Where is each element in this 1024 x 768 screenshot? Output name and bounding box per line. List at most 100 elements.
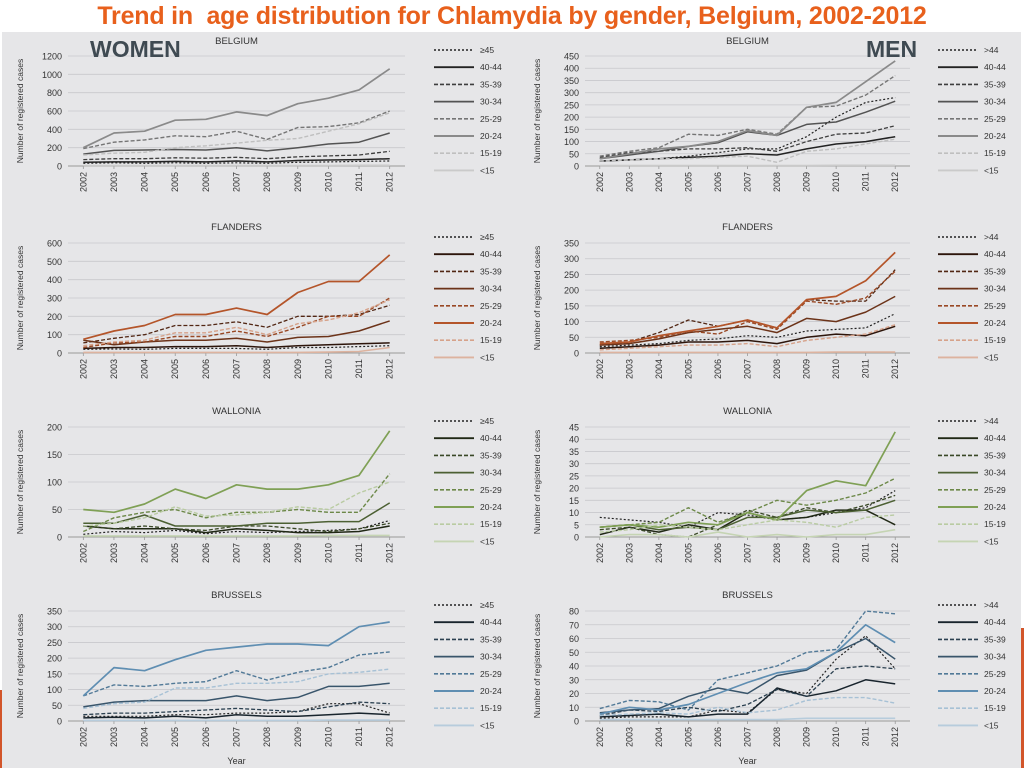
legend-label: 25-29 <box>480 485 502 495</box>
x-tick-label: 2004 <box>654 359 664 379</box>
y-tick-label: 250 <box>47 638 62 648</box>
legend-label: 20-24 <box>480 686 502 696</box>
y-tick-label: 100 <box>47 478 62 488</box>
legend-label: 35-39 <box>480 634 502 644</box>
x-tick-label: 2003 <box>109 172 119 192</box>
x-tick-label: 2009 <box>802 543 812 563</box>
legend-label: 30-34 <box>984 468 1006 478</box>
x-tick-label: 2005 <box>683 172 693 192</box>
series-line-30-34 <box>599 100 896 160</box>
y-tick-label: 500 <box>47 257 62 267</box>
legend-label: ≥45 <box>480 45 494 55</box>
y-tick-label: 35 <box>569 447 579 457</box>
legend-label: <15 <box>480 536 495 546</box>
legend-label: 25-29 <box>984 301 1006 311</box>
chart-title: BRUSSELS <box>722 590 773 601</box>
legend-label: <15 <box>480 720 495 730</box>
men-label: MEN <box>866 36 918 62</box>
y-tick-label: 350 <box>564 239 579 249</box>
x-tick-label: 2007 <box>743 543 753 563</box>
chart-panel-women-brussels: BRUSSELS 0 50 100 150 200 250 300 350 Number of r… <box>15 590 502 747</box>
y-axis-label: Number of registered cases <box>15 246 25 350</box>
x-tick-label: 2007 <box>232 172 242 192</box>
series-line-25-29 <box>83 110 390 150</box>
x-tick-label: 2009 <box>802 172 812 192</box>
x-tick-label: 2010 <box>323 359 333 379</box>
series-line-40-44 <box>599 325 896 350</box>
legend-label: 40-44 <box>984 617 1006 627</box>
x-tick-label: 2002 <box>78 543 88 563</box>
series-line-40-44 <box>83 342 390 350</box>
legend-label: 35-39 <box>984 266 1006 276</box>
legend-label: >44 <box>984 600 999 610</box>
y-tick-label: 800 <box>47 88 62 98</box>
y-tick-label: 150 <box>47 669 62 679</box>
x-tick-label: 2009 <box>802 359 812 379</box>
series-line-<15 <box>83 346 390 354</box>
legend-label: <15 <box>984 165 999 175</box>
legend-label: 35-39 <box>984 634 1006 644</box>
legend-label: 15-19 <box>984 335 1006 345</box>
x-tick-label: 2005 <box>683 727 693 747</box>
y-tick-label: 50 <box>569 149 579 159</box>
chart-title: FLANDERS <box>211 222 262 233</box>
x-tick-label: 2005 <box>683 543 693 563</box>
y-tick-label: 60 <box>569 634 579 644</box>
series-line-20-24 <box>83 430 391 514</box>
legend-label: 35-39 <box>984 450 1006 460</box>
x-tick-label: 2008 <box>772 543 782 563</box>
x-tick-label: 2009 <box>293 543 303 563</box>
y-tick-label: 50 <box>52 505 62 515</box>
x-tick-label: 2002 <box>78 172 88 192</box>
legend-label: 15-19 <box>984 519 1006 529</box>
legend-label: 25-29 <box>984 485 1006 495</box>
legend-label: 40-44 <box>480 62 502 72</box>
x-tick-label: 2010 <box>831 727 841 747</box>
y-tick-label: 0 <box>57 349 62 359</box>
x-tick-label: 2011 <box>861 359 871 378</box>
series-line-25-29 <box>83 651 390 697</box>
y-tick-label: 250 <box>564 270 579 280</box>
y-tick-label: 40 <box>569 435 579 445</box>
legend-label: >44 <box>984 232 999 242</box>
legend-label: ≥45 <box>480 416 494 426</box>
series-line-25-29 <box>83 297 391 349</box>
legend-label: 25-29 <box>480 669 502 679</box>
figure-background <box>2 32 1021 768</box>
series-line-40-44 <box>83 712 390 719</box>
chart-panel-women-wallonia: WALLONIA 0 50 100 150 200 Number of registered… <box>15 406 502 563</box>
x-tick-label: 2004 <box>140 727 150 747</box>
legend-label: 35-39 <box>480 450 502 460</box>
x-axis-label: Year <box>738 756 756 766</box>
x-tick-label: 2005 <box>170 543 180 563</box>
legend-label: 15-19 <box>480 148 502 158</box>
series-line-15-19 <box>599 138 896 164</box>
series-line-15-19 <box>83 668 390 710</box>
legend-label: 15-19 <box>984 148 1006 158</box>
y-tick-label: 100 <box>47 685 62 695</box>
series-line-15-19 <box>83 112 390 156</box>
x-tick-label: 2009 <box>293 727 303 747</box>
series-line-≥45 <box>83 519 390 535</box>
x-tick-label: 2007 <box>743 359 753 379</box>
legend-label: 15-19 <box>480 703 502 713</box>
series-line-20-24 <box>599 251 896 345</box>
y-tick-label: 400 <box>47 125 62 135</box>
x-tick-label: 2009 <box>802 727 812 747</box>
x-tick-label: 2008 <box>262 543 272 563</box>
women-label: WOMEN <box>90 36 181 62</box>
y-tick-label: 45 <box>569 423 579 433</box>
chart-title: BELGIUM <box>726 36 769 47</box>
series-line-30-34 <box>83 132 390 155</box>
y-tick-label: 400 <box>564 64 579 74</box>
y-tick-label: 350 <box>564 76 579 86</box>
x-tick-label: 2002 <box>595 543 605 563</box>
y-tick-label: 30 <box>569 459 579 469</box>
x-tick-label: 2005 <box>170 359 180 379</box>
x-tick-label: 2011 <box>354 172 364 191</box>
x-tick-label: 2012 <box>385 172 395 192</box>
y-tick-label: 300 <box>47 294 62 304</box>
x-tick-label: 2006 <box>201 543 211 563</box>
x-tick-label: 2004 <box>140 543 150 563</box>
